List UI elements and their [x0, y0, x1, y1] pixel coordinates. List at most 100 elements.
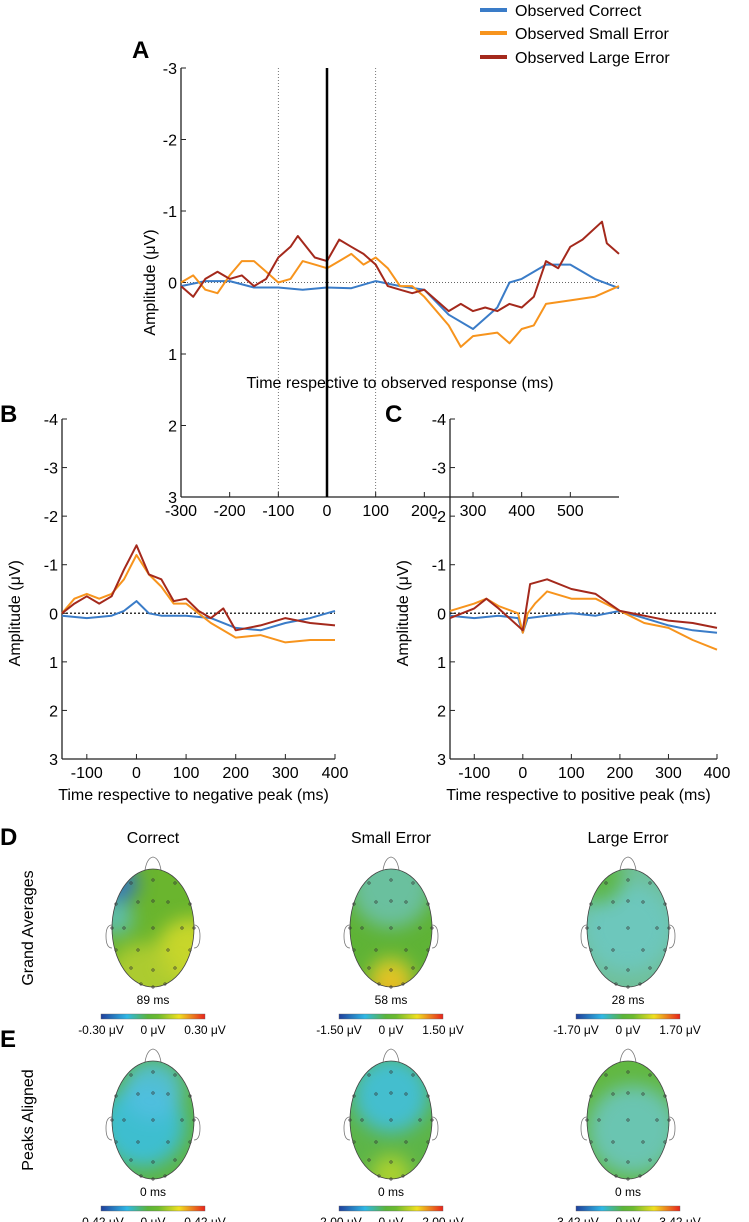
electrode [404, 900, 408, 904]
y-tick-label: -1 [432, 558, 446, 575]
electrode [585, 926, 589, 930]
electrode [367, 881, 371, 885]
electrode [348, 1118, 352, 1122]
colorbar [575, 1205, 681, 1212]
y-tick-label: 2 [49, 703, 58, 720]
head-map [343, 856, 439, 989]
colorbar-mid-label: 0 μV [141, 1215, 166, 1222]
electrode [426, 1140, 430, 1144]
nose-icon [382, 1048, 400, 1063]
electrode [418, 926, 422, 930]
electrode [151, 1070, 155, 1074]
y-tick-label: -3 [432, 461, 446, 478]
electrode [663, 902, 667, 906]
electrode [614, 1174, 618, 1178]
electrode [648, 1073, 652, 1077]
electrode [604, 1158, 608, 1162]
electrode [151, 1177, 155, 1181]
electrode [667, 926, 671, 930]
head-outline [586, 868, 670, 988]
x-tick-label: -200 [214, 503, 246, 520]
colorbar-min-label: -3.42 μV [553, 1215, 599, 1222]
electrode [166, 948, 170, 952]
electrode [139, 982, 143, 986]
legend: Observed Correct Observed Small Error Ob… [480, 3, 670, 67]
electrode [180, 926, 184, 930]
electrode [352, 1140, 356, 1144]
y-tick-label: -2 [432, 509, 446, 526]
topo-time-label: 0 ms [378, 1185, 404, 1199]
legend-label: Observed Correct [515, 3, 642, 20]
legend-label: Observed Large Error [515, 50, 670, 67]
electrode [166, 1140, 170, 1144]
electrode [151, 1160, 155, 1164]
electrode [589, 1140, 593, 1144]
electrode [166, 900, 170, 904]
y-tick-label: 3 [49, 752, 58, 769]
x-tick-label: 200 [222, 765, 249, 782]
y-tick-label: -3 [163, 61, 177, 78]
electrode [352, 948, 356, 952]
electrode [129, 966, 133, 970]
electrode [604, 966, 608, 970]
electrode [641, 1092, 645, 1096]
colorbar-mid-label: 0 μV [616, 1023, 641, 1037]
head-outline [111, 868, 195, 988]
electrode [626, 899, 630, 903]
electrode [611, 1092, 615, 1096]
electrode [151, 1118, 155, 1122]
topo-row-label: Grand Averages [20, 870, 37, 985]
y-axis-label: Amplitude (μV) [7, 560, 24, 666]
x-tick-label: 400 [704, 765, 731, 782]
electrode [401, 1174, 405, 1178]
topo-row-label: Peaks Aligned [20, 1069, 37, 1170]
electrode [663, 1140, 667, 1144]
field-blobs [351, 869, 431, 987]
electrode [151, 968, 155, 972]
colorbar [575, 1013, 681, 1020]
x-tick-label: -100 [458, 765, 490, 782]
electrode [367, 1073, 371, 1077]
y-tick-label: -4 [44, 412, 58, 429]
electrode [360, 926, 364, 930]
electrode [604, 881, 608, 885]
x-tick-label: 100 [173, 765, 200, 782]
electrode [638, 982, 642, 986]
y-tick-label: 3 [168, 490, 177, 507]
colorbar-max-label: 1.50 μV [422, 1023, 464, 1037]
head-map [580, 856, 676, 989]
x-tick-label: 0 [323, 503, 332, 520]
head-map [105, 1048, 201, 1181]
colorbar-max-label: 0.30 μV [184, 1023, 226, 1037]
electrode [426, 1094, 430, 1098]
y-tick-label: -1 [44, 558, 58, 575]
x-tick-label: 200 [607, 765, 634, 782]
scalp-field [587, 1061, 669, 1179]
x-tick-label: 500 [557, 503, 584, 520]
y-tick-label: -3 [44, 461, 58, 478]
electrode [430, 926, 434, 930]
electrode [374, 900, 378, 904]
panel-letter-b: B [0, 401, 17, 428]
nose-icon [382, 856, 400, 871]
electrode [626, 985, 630, 989]
ear-icon [431, 1116, 439, 1141]
electrode [173, 881, 177, 885]
electrode [389, 899, 393, 903]
colorbar [338, 1205, 444, 1212]
plot-b: -4 -3 -2 -1 0 1 2 3 -100 0 100 200 300 400 Time respec… [7, 412, 348, 804]
field-blob [351, 869, 431, 928]
electrode [188, 1094, 192, 1098]
electrode [667, 1118, 671, 1122]
electrode [192, 926, 196, 930]
legend-item-small: Observed Small Error [480, 26, 669, 43]
colorbar [338, 1013, 444, 1020]
ear-icon [343, 1116, 351, 1141]
colorbar-min-label: -1.50 μV [316, 1023, 362, 1037]
head-outline [349, 868, 433, 988]
nose-icon [144, 1048, 162, 1063]
y-tick-label: -2 [163, 133, 177, 150]
ear-icon [580, 1116, 588, 1141]
topo-time-label: 0 ms [615, 1185, 641, 1199]
series-line-correct [61, 600, 336, 632]
